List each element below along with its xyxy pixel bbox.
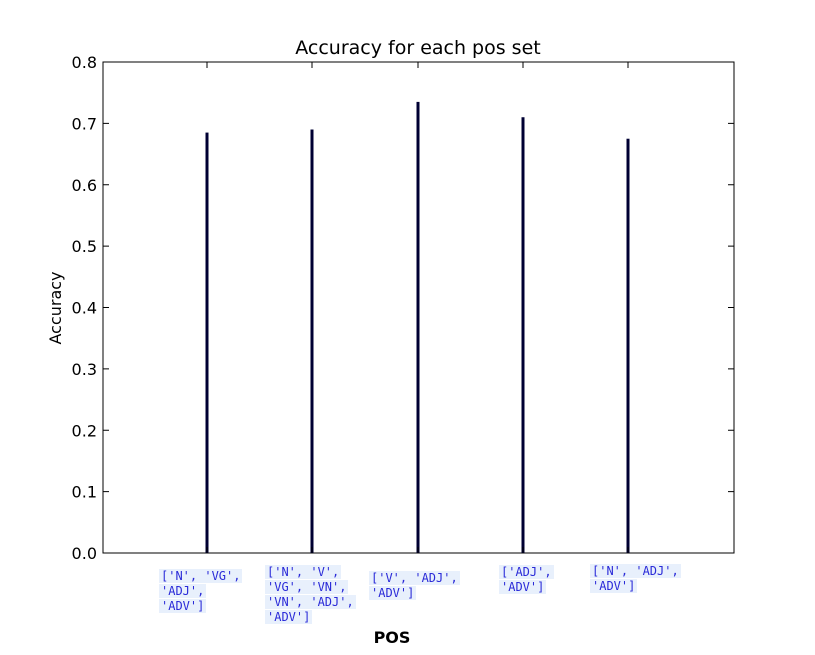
x-tick-label-line: 'ADV'] [499, 580, 547, 594]
y-tick-label: 0.6 [72, 176, 97, 195]
x-tick-label: ['N', 'VG', 'ADJ', 'ADV'] [159, 569, 243, 614]
x-tick-label-line: 'ADJ', [159, 584, 207, 598]
y-tick-label: 0.2 [72, 421, 97, 440]
x-tick-label-line: 'ADV'] [369, 586, 417, 600]
x-tick-label-line: 'ADV'] [265, 610, 313, 624]
x-tick-label-line: ['V', 'ADJ', [369, 571, 460, 585]
x-tick-label-line: ['N', 'V', [265, 565, 342, 579]
y-tick-label: 0.1 [72, 483, 97, 502]
chart-title: Accuracy for each pos set [295, 37, 540, 59]
x-tick-label-line: ['N', 'VG', [159, 569, 243, 583]
y-tick-label: 0.5 [72, 237, 97, 256]
x-tick-label: ['N', 'V', 'VG', 'VN', 'VN', 'ADJ', 'ADV'] [265, 565, 356, 625]
bar [521, 117, 525, 554]
x-tick-label-line: ['ADJ', [499, 565, 554, 579]
x-tick-label-line: 'ADV'] [159, 599, 207, 613]
y-tick-label: 0.7 [72, 114, 97, 133]
y-tick-label: 0.0 [72, 544, 97, 563]
x-tick-label-line: 'VN', 'ADJ', [265, 595, 356, 609]
x-tick-label: ['ADJ', 'ADV'] [499, 565, 554, 595]
x-tick-label: ['V', 'ADJ', 'ADV'] [369, 571, 460, 601]
x-tick-label-line: ['N', 'ADJ', [590, 564, 681, 578]
bar [310, 129, 314, 553]
y-tick-label: 0.8 [72, 53, 97, 72]
y-tick-label: 0.4 [72, 299, 97, 318]
bar [205, 132, 209, 554]
x-tick-label-line: 'ADV'] [590, 579, 638, 593]
bars [205, 62, 630, 554]
x-tick-label: ['N', 'ADJ', 'ADV'] [590, 564, 681, 594]
y-tick-label: 0.3 [72, 360, 97, 379]
x-tick-label-line: 'VG', 'VN', [265, 580, 349, 594]
y-axis-label: Accuracy [46, 271, 65, 344]
bar [626, 138, 630, 553]
bar [416, 101, 420, 554]
x-axis-label: POS [374, 628, 411, 647]
y-axis: 0.0 0.1 0.2 0.3 0.4 0.5 0.6 0.7 0.8 [72, 53, 734, 563]
